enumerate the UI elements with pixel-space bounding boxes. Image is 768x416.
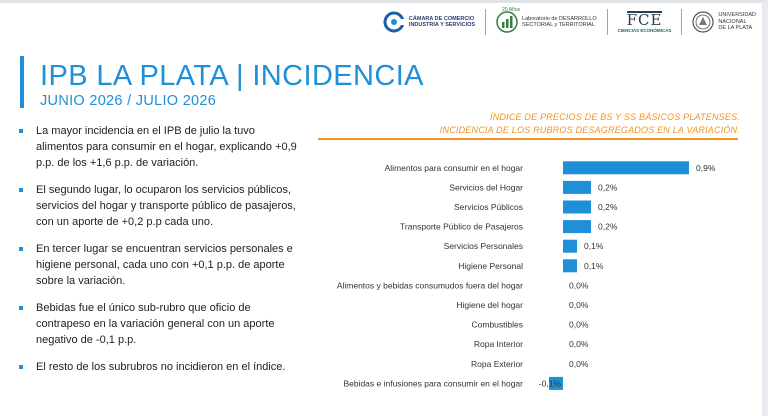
- laboratorio-badge: 20 Años: [502, 6, 521, 13]
- data-label: 0,2%: [598, 182, 618, 192]
- category-label: Alimentos y bebidas consumudos fuera del…: [337, 280, 523, 290]
- category-label: Transporte Público de Pasajeros: [400, 222, 523, 232]
- top-frame: [0, 0, 768, 3]
- bullet-item: La mayor incidencia en el IPB de julio l…: [14, 123, 304, 171]
- bar: [549, 376, 563, 390]
- bullet-marker: [19, 247, 23, 251]
- camara-logo-icon: [383, 11, 405, 33]
- category-label: Ropa Exterior: [471, 359, 523, 369]
- logo-laboratorio: 20 Años Laboratorio de DESARROLLO SECTOR…: [496, 7, 597, 33]
- bullet-marker: [19, 306, 23, 310]
- bullet-item: El resto de los subrubros no incidieron …: [14, 359, 304, 375]
- right-frame: [762, 0, 768, 416]
- bar: [563, 239, 577, 253]
- data-label: 0,0%: [569, 280, 589, 290]
- category-label: Combustibles: [472, 320, 524, 330]
- data-label: 0,1%: [584, 241, 604, 251]
- page-subtitle: JUNIO 2026 / JULIO 2026: [40, 93, 217, 109]
- category-label: Servicios del Hogar: [449, 182, 523, 192]
- category-label: Servicios Públicos: [454, 202, 523, 212]
- bullet-item: Bebidas fue el único sub-rubro que ofici…: [14, 300, 304, 348]
- category-label: Alimentos para consumir en el hogar: [385, 163, 524, 173]
- chart-heading-line-1: ÍNDICE DE PRECIOS DE BS Y SS BÁSICOS PLA…: [490, 112, 740, 122]
- data-label: 0,0%: [569, 320, 589, 330]
- data-label: 0,1%: [584, 261, 604, 271]
- data-label: -0,1%: [539, 378, 562, 388]
- unlp-logo-text: UNIVERSIDAD NACIONAL DE LA PLATA: [718, 12, 756, 32]
- data-label: 0,9%: [696, 163, 716, 173]
- category-label: Bebidas e infusiones para consumir en el…: [343, 378, 523, 388]
- category-label: Servicios Personales: [444, 241, 523, 251]
- laboratorio-logo-icon: [496, 11, 518, 33]
- bar: [563, 220, 591, 234]
- bar: [563, 161, 689, 175]
- data-label: 0,0%: [569, 359, 589, 369]
- bar: [563, 259, 577, 273]
- logo-camara: CÁMARA DE COMERCIO INDUSTRIA Y SERVICIOS: [383, 11, 475, 33]
- title-accent-bar: [20, 56, 24, 108]
- logo-separator: [606, 9, 608, 35]
- bullet-text: La mayor incidencia en el IPB de julio l…: [36, 125, 297, 169]
- logo-fce: FCE CIENCIAS ECONÓMICAS: [617, 10, 672, 34]
- chart-heading-line-2: INCIDENCIA DE LOS RUBROS DESAGREGADOS EN…: [439, 125, 740, 135]
- data-label: 0,0%: [569, 300, 589, 310]
- data-label: 0,2%: [598, 222, 618, 232]
- bullet-item: El segundo lugar, lo ocuparon los servic…: [14, 182, 304, 230]
- category-label: Higiene Personal: [458, 261, 523, 271]
- bullet-marker: [19, 365, 23, 369]
- fce-logo-text: CIENCIAS ECONÓMICAS: [617, 27, 672, 33]
- bullet-marker: [19, 188, 23, 192]
- bar: [563, 180, 591, 194]
- chart-heading-rule: [318, 138, 738, 140]
- bullet-text: El resto de los subrubros no incidieron …: [36, 361, 286, 373]
- page-title: IPB LA PLATA | INCIDENCIA: [40, 60, 424, 92]
- logo-unlp: UNIVERSIDAD NACIONAL DE LA PLATA: [692, 11, 756, 33]
- logo-separator: [681, 9, 683, 35]
- camara-logo-text: CÁMARA DE COMERCIO INDUSTRIA Y SERVICIOS: [408, 15, 476, 29]
- bullet-list: La mayor incidencia en el IPB de julio l…: [14, 123, 304, 386]
- logo-strip: CÁMARA DE COMERCIO INDUSTRIA Y SERVICIOS…: [383, 4, 756, 40]
- unlp-seal-icon: [692, 11, 715, 33]
- fce-logo-mark: FCE: [626, 10, 663, 29]
- data-label: 0,0%: [569, 339, 589, 349]
- data-label: 0,2%: [598, 202, 618, 212]
- bullet-text: Bebidas fue el único sub-rubro que ofici…: [36, 302, 275, 346]
- incidence-bar-chart: Alimentos para consumir en el hogar 0,9% S…: [337, 161, 716, 390]
- bullet-item: En tercer lugar se encuentran servicios …: [14, 241, 304, 289]
- category-label: Higiene del hogar: [456, 300, 523, 310]
- category-label: Ropa Interior: [474, 339, 523, 349]
- logo-separator: [485, 9, 487, 35]
- chart-heading: ÍNDICE DE PRECIOS DE BS Y SS BÁSICOS PLA…: [440, 111, 740, 137]
- bar: [563, 200, 591, 214]
- bullet-marker: [19, 129, 23, 133]
- bullet-text: En tercer lugar se encuentran servicios …: [36, 243, 293, 287]
- laboratorio-logo-text: Laboratorio de DESARROLLO SECTORIAL y TE…: [522, 15, 597, 29]
- bullet-text: El segundo lugar, lo ocuparon los servic…: [36, 184, 296, 228]
